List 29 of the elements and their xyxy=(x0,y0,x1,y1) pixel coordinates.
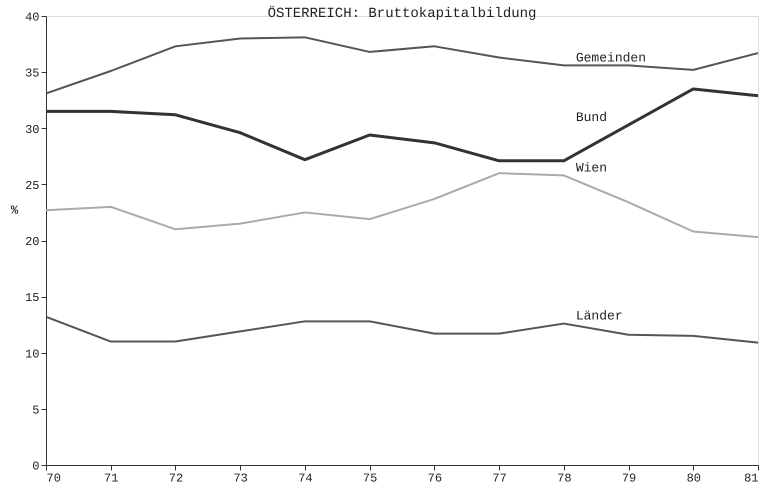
chart-title: ÖSTERREICH: Bruttokapitalbildung xyxy=(268,5,536,22)
y-axis-title: % xyxy=(10,204,19,218)
x-tick-label: 73 xyxy=(233,472,248,486)
y-tick-label: 25 xyxy=(25,178,40,193)
y-tick-label: 40 xyxy=(25,10,40,24)
series-label: Länder xyxy=(576,308,623,324)
x-tick-label: 74 xyxy=(298,472,313,486)
line-series xyxy=(45,36,759,94)
y-tick-label: 5 xyxy=(32,403,40,418)
x-tick-label: 75 xyxy=(362,472,378,486)
x-tick-label: 77 xyxy=(492,472,507,486)
x-tick-label: 81 xyxy=(744,472,758,486)
y-tick-label: 15 xyxy=(25,291,40,306)
y-tick-label: 10 xyxy=(25,347,40,362)
y-tick-label: 35 xyxy=(25,66,40,81)
x-tick-label: 71 xyxy=(104,472,118,486)
series-label: Bund xyxy=(576,110,608,125)
y-tick-label: 30 xyxy=(25,122,40,137)
x-tick-label: 76 xyxy=(428,472,442,486)
y-tick-label: 0 xyxy=(32,460,40,474)
series-label: Wien xyxy=(576,160,608,176)
x-tick-label: 78 xyxy=(557,472,572,486)
x-tick-label: 79 xyxy=(622,472,636,486)
series-label: Gemeinden xyxy=(576,50,646,66)
y-tick-label: 20 xyxy=(25,235,40,249)
x-tick-label: 72 xyxy=(168,472,184,486)
x-tick-label: 80 xyxy=(686,472,701,486)
line-series xyxy=(45,172,759,238)
x-tick-label: 70 xyxy=(46,472,61,486)
